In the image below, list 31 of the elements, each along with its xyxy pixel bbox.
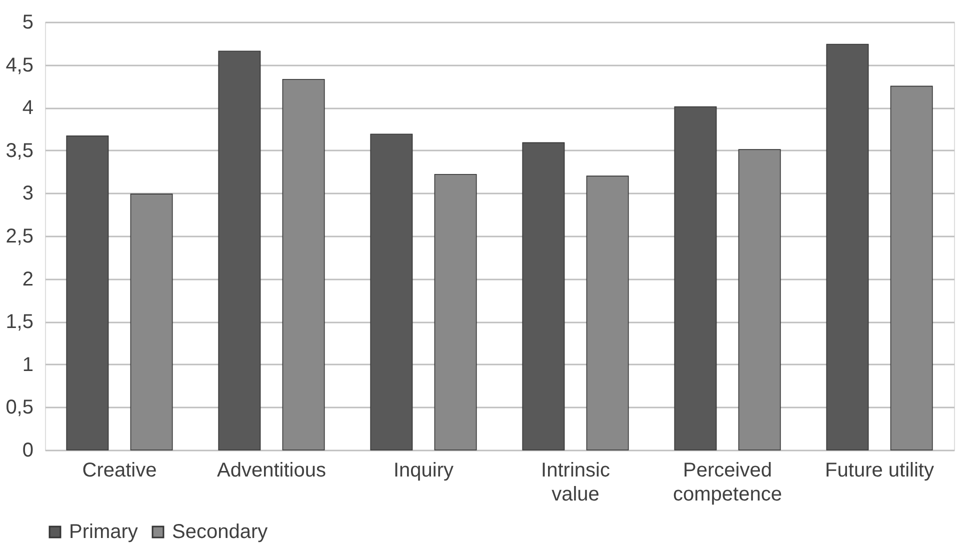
x-tick-label: Inquiry (393, 460, 454, 482)
y-tick-label: 4 (22, 97, 34, 120)
y-tick-label: 4,5 (6, 54, 34, 76)
y-tick-label: 3,5 (6, 140, 34, 162)
bar (674, 106, 717, 450)
y-tick-label: 1 (22, 354, 34, 376)
x-tick-label: Perceived competence (673, 460, 782, 506)
x-tick-label: Intrinsic value (541, 460, 610, 506)
bar (370, 134, 413, 450)
bar (282, 78, 325, 450)
y-tick-label: 0 (22, 440, 34, 462)
bar (522, 142, 565, 450)
bar (738, 149, 781, 450)
bar (130, 194, 173, 450)
bar (218, 50, 261, 450)
x-tick-label: Future utility (825, 460, 934, 482)
legend-label: Primary (69, 521, 138, 543)
bar (586, 176, 629, 450)
x-tick-label: Creative (82, 460, 157, 482)
y-tick-label: 5 (22, 12, 34, 34)
y-tick-label: 1,5 (6, 311, 34, 334)
y-tick-label: 3 (22, 182, 34, 205)
bar (826, 44, 869, 450)
bar (890, 86, 933, 450)
x-tick-label: Adventitious (217, 460, 326, 482)
legend-label: Secondary (172, 521, 268, 543)
bar (434, 174, 477, 450)
bar (66, 135, 109, 450)
y-tick-label: 2,5 (6, 226, 34, 248)
y-tick-label: 0,5 (6, 396, 34, 419)
y-tick-label: 2 (22, 268, 34, 290)
